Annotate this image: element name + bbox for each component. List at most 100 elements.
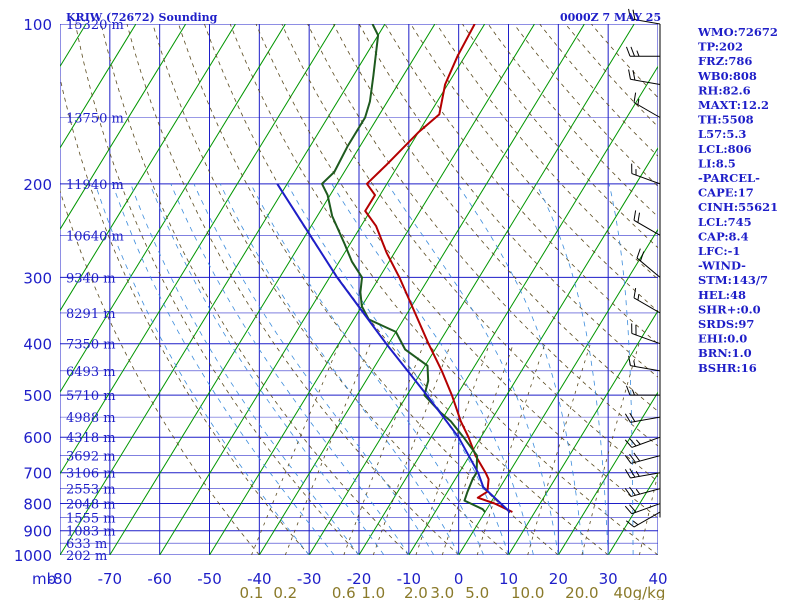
isotherm	[258, 24, 585, 555]
wind-barb-flag	[629, 504, 637, 513]
dry-adiabat	[436, 24, 658, 280]
profile-lines	[276, 24, 513, 513]
height-label: 9340 m	[66, 271, 116, 286]
isotherm	[60, 24, 237, 312]
dewpoint-profile-line	[321, 24, 486, 513]
index-value: LCL:745	[698, 215, 752, 229]
dry-adiabat	[60, 76, 310, 555]
wind-barb	[628, 69, 661, 85]
mixing-ratio-axis: 0.1 0.2 0.6 1.0 2.0 3.0 5.0 10.0 20.0 40g/kg	[240, 584, 666, 600]
isotherm	[208, 24, 536, 555]
wind-barb	[624, 452, 661, 464]
isotherm	[60, 24, 137, 149]
dry-adiabat	[384, 24, 658, 345]
wind-barb-flag	[633, 287, 637, 298]
wind-barb-flag	[624, 505, 633, 515]
mixing-ratio-label: 40g/kg	[614, 584, 666, 600]
wind-barb-staff	[630, 365, 661, 372]
wind-barb-flag	[635, 470, 640, 477]
mixing-ratio-label: 0.6	[332, 584, 356, 600]
wind-barb-flag	[633, 360, 636, 367]
chart-title: KRIW (72672) Sounding	[66, 11, 218, 24]
dry-adiabat	[565, 24, 658, 128]
temperature-tick-label: -40	[247, 570, 272, 588]
dry-adiabat	[60, 189, 260, 555]
height-label: 8291 m	[66, 307, 116, 322]
moist-adiabat	[286, 183, 509, 555]
wind-barb	[625, 46, 660, 57]
height-label: 7350 m	[66, 338, 116, 353]
wind-barb-flag	[628, 355, 631, 366]
dry-adiabat	[410, 24, 658, 312]
index-value: SHR+:0.0	[698, 302, 761, 316]
moist-adiabat	[657, 540, 658, 555]
wind-barb-staff	[633, 102, 661, 118]
moist-adiabat	[536, 183, 609, 555]
index-value: -PARCEL-	[698, 171, 760, 185]
index-value: WMO:72672	[697, 25, 778, 39]
wind-barb-staff	[633, 297, 661, 314]
moist-adiabat	[331, 183, 534, 555]
wind-barb-staff	[636, 257, 661, 278]
temperature-tick-label: -20	[347, 570, 372, 588]
moist-adiabat	[94, 183, 310, 555]
wind-barb-column	[624, 8, 661, 528]
index-value: RH:82.6	[698, 83, 751, 97]
dry-adiabat	[255, 24, 658, 519]
wind-barb	[624, 412, 661, 423]
wind-barb-staff	[630, 455, 661, 464]
wind-barb	[631, 163, 661, 185]
wind-barb-flag	[625, 46, 631, 57]
moist-adiabat	[112, 183, 335, 555]
temperature-tick-label: 10	[499, 570, 518, 588]
index-value: EHI:0.0	[698, 332, 747, 346]
wind-barb	[624, 486, 661, 497]
pressure-tick-label: 400	[23, 336, 52, 354]
moist-adiabat	[456, 183, 584, 555]
wind-barb-flag	[637, 98, 640, 105]
height-label: 5710 m	[66, 389, 116, 404]
wind-barb-flag	[636, 248, 641, 259]
pressure-tick-label: 700	[23, 465, 52, 483]
mixing-ratio-label: 5.0	[465, 584, 489, 600]
isotherm	[60, 24, 187, 231]
pressure-tick-label: 500	[23, 387, 52, 405]
wind-barb-flag	[625, 385, 631, 396]
wind-barb-flag	[633, 92, 637, 103]
wind-barb	[624, 503, 661, 515]
wind-barb	[624, 468, 661, 479]
wind-barb-staff	[633, 511, 661, 528]
isotherm	[159, 24, 486, 555]
temperature-tick-label: 0	[454, 570, 464, 588]
wind-barb	[628, 355, 661, 372]
chart-datetime: 0000Z 7 MAY 25	[560, 11, 661, 24]
dry-adiabat	[333, 24, 658, 412]
height-label: 2048 m	[66, 498, 116, 513]
wind-barb-flag	[628, 8, 631, 19]
height-labels: 15320 m 13750 m 11940 m 10640 m 9340 m 8291 m…	[66, 18, 124, 564]
index-value: BSHR:16	[698, 361, 757, 375]
isotherm-lines	[0, 12, 658, 566]
mixing-ratio-line	[581, 343, 640, 555]
temperature-tick-label: 40	[648, 570, 667, 588]
isotherm	[0, 12, 43, 566]
dry-adiabat	[178, 24, 559, 555]
height-label: 13750 m	[66, 112, 124, 127]
mixing-ratio-lines	[251, 343, 658, 555]
mixing-ratio-line	[372, 343, 452, 555]
wind-barb-staff	[630, 416, 661, 423]
pressure-tick-label: 200	[23, 176, 52, 194]
index-value: -WIND-	[698, 259, 746, 273]
wind-barb-staff	[633, 219, 661, 236]
index-value: HEL:48	[698, 288, 746, 302]
pressure-tick-label: 1000	[14, 547, 52, 565]
wind-barb-flag	[624, 455, 632, 464]
wind-barb-staff	[631, 173, 661, 185]
mixing-ratio-label: 3.0	[430, 584, 454, 600]
isotherm	[60, 24, 286, 394]
wind-barb-flag	[629, 486, 636, 496]
isotherm	[60, 24, 336, 475]
wind-barb-flag	[629, 468, 636, 478]
index-value: SRDS:97	[698, 317, 754, 331]
dry-adiabat	[100, 24, 410, 555]
